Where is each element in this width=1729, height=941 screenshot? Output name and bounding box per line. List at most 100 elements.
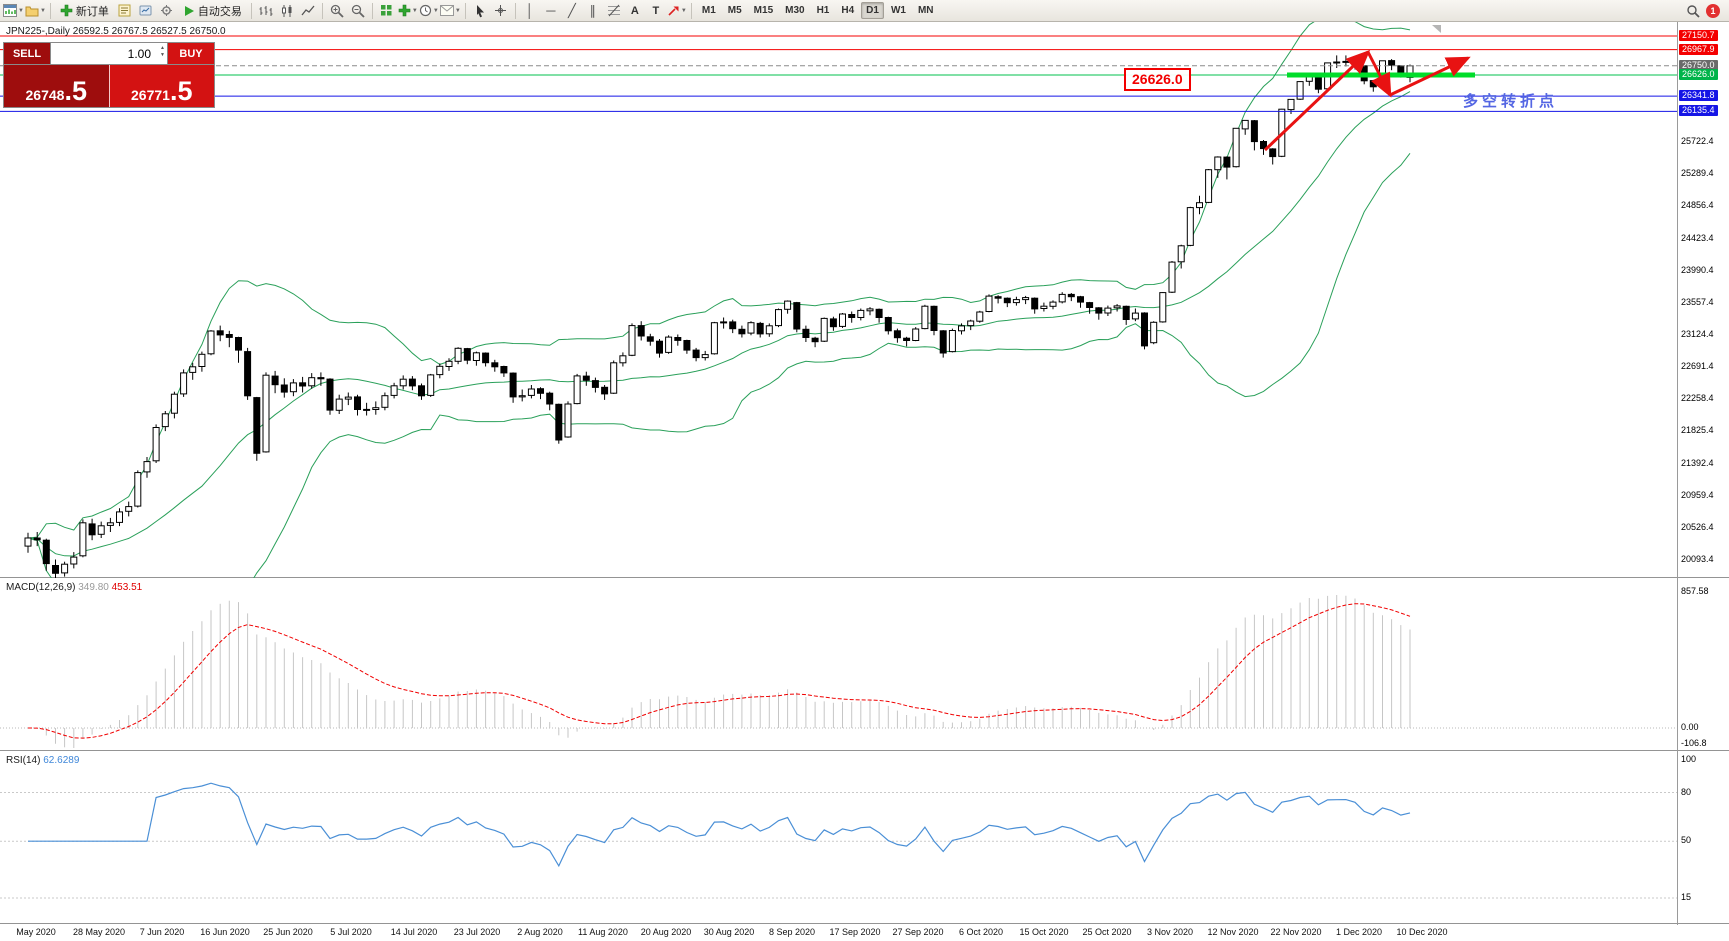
trendline-icon[interactable]: ╱ bbox=[567, 3, 576, 18]
sell-price-pips: .5 bbox=[64, 76, 87, 107]
price-level-annotation[interactable]: 26626.0 bbox=[1124, 68, 1191, 91]
macd-label: MACD(12,26,9) 349.80 453.51 bbox=[6, 582, 142, 593]
price-axis-label: 26626.0 bbox=[1679, 69, 1718, 80]
candlestick-plot[interactable] bbox=[0, 22, 1677, 578]
price-axis-label: 20093.4 bbox=[1681, 554, 1714, 564]
timeframe-button-d1[interactable]: D1 bbox=[861, 2, 884, 19]
volume-input[interactable]: 1.00 ▲ ▼ bbox=[50, 43, 168, 64]
price-axis-label: 23124.4 bbox=[1681, 329, 1714, 339]
bar-chart-icon[interactable] bbox=[256, 2, 276, 20]
date-label: 14 Jul 2020 bbox=[390, 927, 438, 937]
sell-price[interactable]: 26748.5 bbox=[4, 65, 109, 107]
timeframe-button-m1[interactable]: M1 bbox=[701, 5, 716, 16]
metaeditor-icon[interactable] bbox=[115, 2, 135, 20]
timeframe-group: M1 M5 M15 M30 H1 H4 D1 W1 MN bbox=[696, 2, 940, 19]
spinner-up-icon[interactable]: ▲ bbox=[160, 45, 165, 51]
rsi-value: 62.6289 bbox=[43, 755, 80, 766]
price-axis-label: 50 bbox=[1681, 835, 1692, 845]
chevron-down-icon: ▼ bbox=[680, 7, 687, 14]
chevron-down-icon: ▼ bbox=[18, 7, 24, 14]
chart-shift-marker[interactable] bbox=[1432, 25, 1441, 33]
macd-panel[interactable]: MACD(12,26,9) 349.80 453.51 857.58 0.00 -1… bbox=[0, 579, 1729, 751]
macd-value-signal: 453.51 bbox=[111, 582, 143, 593]
date-label: 30 Aug 2020 bbox=[703, 927, 755, 937]
toolbar-separator bbox=[514, 2, 516, 19]
line-chart-icon[interactable] bbox=[298, 2, 318, 20]
timeframe-button-w1[interactable]: W1 bbox=[890, 5, 906, 16]
toolbar-separator bbox=[250, 2, 252, 19]
toolbar-separator bbox=[690, 2, 692, 19]
indicators-icon[interactable]: ▼ bbox=[398, 2, 418, 20]
new-chart-icon[interactable]: ▼ bbox=[3, 2, 24, 20]
auto-trading-label: 自动交易 bbox=[197, 5, 242, 18]
volume-spinner[interactable]: ▲ ▼ bbox=[160, 45, 165, 59]
templates-icon[interactable]: ▼ bbox=[439, 2, 461, 20]
date-label: 22 Nov 2020 bbox=[1270, 927, 1322, 937]
timeframe-button-h1[interactable]: H1 bbox=[816, 5, 830, 16]
new-order-button[interactable]: 新订单 bbox=[55, 2, 114, 20]
text-icon[interactable]: A bbox=[630, 4, 639, 17]
price-axis-label: 21825.4 bbox=[1681, 425, 1714, 435]
price-axis-label: 24423.4 bbox=[1681, 233, 1714, 243]
plus-icon bbox=[60, 4, 73, 17]
chevron-down-icon: ▼ bbox=[454, 7, 461, 14]
auto-trading-button[interactable]: 自动交易 bbox=[178, 2, 247, 20]
price-axis-label: 15 bbox=[1681, 892, 1692, 902]
axis-divider[interactable] bbox=[1677, 22, 1678, 925]
crosshair-icon[interactable] bbox=[491, 2, 511, 20]
timeframe-button-m5[interactable]: M5 bbox=[727, 5, 742, 16]
toolbar-separator bbox=[464, 2, 466, 19]
time-axis[interactable]: May 2020 28 May 2020 7 Jun 2020 16 Jun 2020… bbox=[0, 925, 1729, 941]
turning-point-annotation[interactable]: 多空转折点 bbox=[1463, 93, 1559, 110]
toolbar-separator bbox=[49, 2, 51, 19]
buy-price[interactable]: 26771.5 bbox=[108, 65, 214, 107]
periods-icon[interactable]: ▼ bbox=[419, 2, 439, 20]
strategy-tester-icon[interactable] bbox=[136, 2, 156, 20]
toolbar-separator bbox=[371, 2, 373, 19]
fibonacci-icon[interactable] bbox=[604, 2, 624, 20]
chevron-down-icon: ▼ bbox=[411, 7, 418, 14]
search-icon[interactable] bbox=[1683, 2, 1703, 20]
price-axis-label: 22258.4 bbox=[1681, 393, 1714, 403]
price-axis-label: 23557.4 bbox=[1681, 297, 1714, 307]
timeframe-button-mn[interactable]: MN bbox=[917, 5, 934, 16]
options-icon[interactable] bbox=[157, 2, 177, 20]
zoom-in-icon[interactable] bbox=[327, 2, 347, 20]
date-label: 25 Oct 2020 bbox=[1082, 927, 1132, 937]
price-axis-label: 100 bbox=[1681, 754, 1697, 764]
play-icon bbox=[184, 5, 194, 16]
date-label: 12 Nov 2020 bbox=[1207, 927, 1259, 937]
price-axis-label: 26135.4 bbox=[1679, 105, 1718, 116]
chart-profiles-icon[interactable]: ▼ bbox=[25, 2, 46, 20]
buy-button[interactable]: BUY bbox=[168, 43, 214, 64]
cursor-icon[interactable] bbox=[470, 2, 490, 20]
price-axis-label: 27150.7 bbox=[1679, 30, 1718, 41]
channel-icon[interactable]: ∥ bbox=[589, 3, 597, 18]
arrows-icon[interactable]: ▼ bbox=[667, 2, 687, 20]
zoom-out-icon[interactable] bbox=[348, 2, 368, 20]
date-label: 8 Sep 2020 bbox=[768, 927, 816, 937]
candlestick-chart-icon[interactable] bbox=[277, 2, 297, 20]
label-icon[interactable]: T bbox=[652, 4, 660, 17]
date-label: 17 Sep 2020 bbox=[829, 927, 881, 937]
spinner-down-icon[interactable]: ▼ bbox=[160, 52, 165, 58]
price-axis-label: -106.8 bbox=[1681, 738, 1707, 748]
price-axis-label: 25289.4 bbox=[1681, 168, 1714, 178]
date-label: 25 Jun 2020 bbox=[263, 927, 313, 937]
vertical-line-icon[interactable]: │ bbox=[525, 3, 534, 18]
sell-button[interactable]: SELL bbox=[4, 43, 50, 64]
date-label: 1 Dec 2020 bbox=[1335, 927, 1383, 937]
rsi-panel[interactable]: RSI(14) 62.6289 100 80 50 15 bbox=[0, 752, 1729, 924]
rsi-plot bbox=[0, 782, 1677, 899]
macd-name: MACD(12,26,9) bbox=[6, 582, 76, 593]
notification-badge[interactable]: 1 bbox=[1706, 3, 1720, 18]
price-axis-label: 25722.4 bbox=[1681, 136, 1714, 146]
rsi-name: RSI(14) bbox=[6, 755, 41, 766]
timeframe-button-m15[interactable]: M15 bbox=[753, 5, 774, 16]
timeframe-button-m30[interactable]: M30 bbox=[785, 5, 805, 16]
tile-windows-icon[interactable] bbox=[377, 2, 397, 20]
price-chart-panel[interactable]: JPN225-,Daily 26592.5 26767.5 26527.5 26… bbox=[0, 22, 1729, 578]
timeframe-button-h4[interactable]: H4 bbox=[841, 5, 855, 16]
new-order-label: 新订单 bbox=[75, 5, 109, 18]
horizontal-line-icon[interactable]: ─ bbox=[546, 3, 556, 18]
